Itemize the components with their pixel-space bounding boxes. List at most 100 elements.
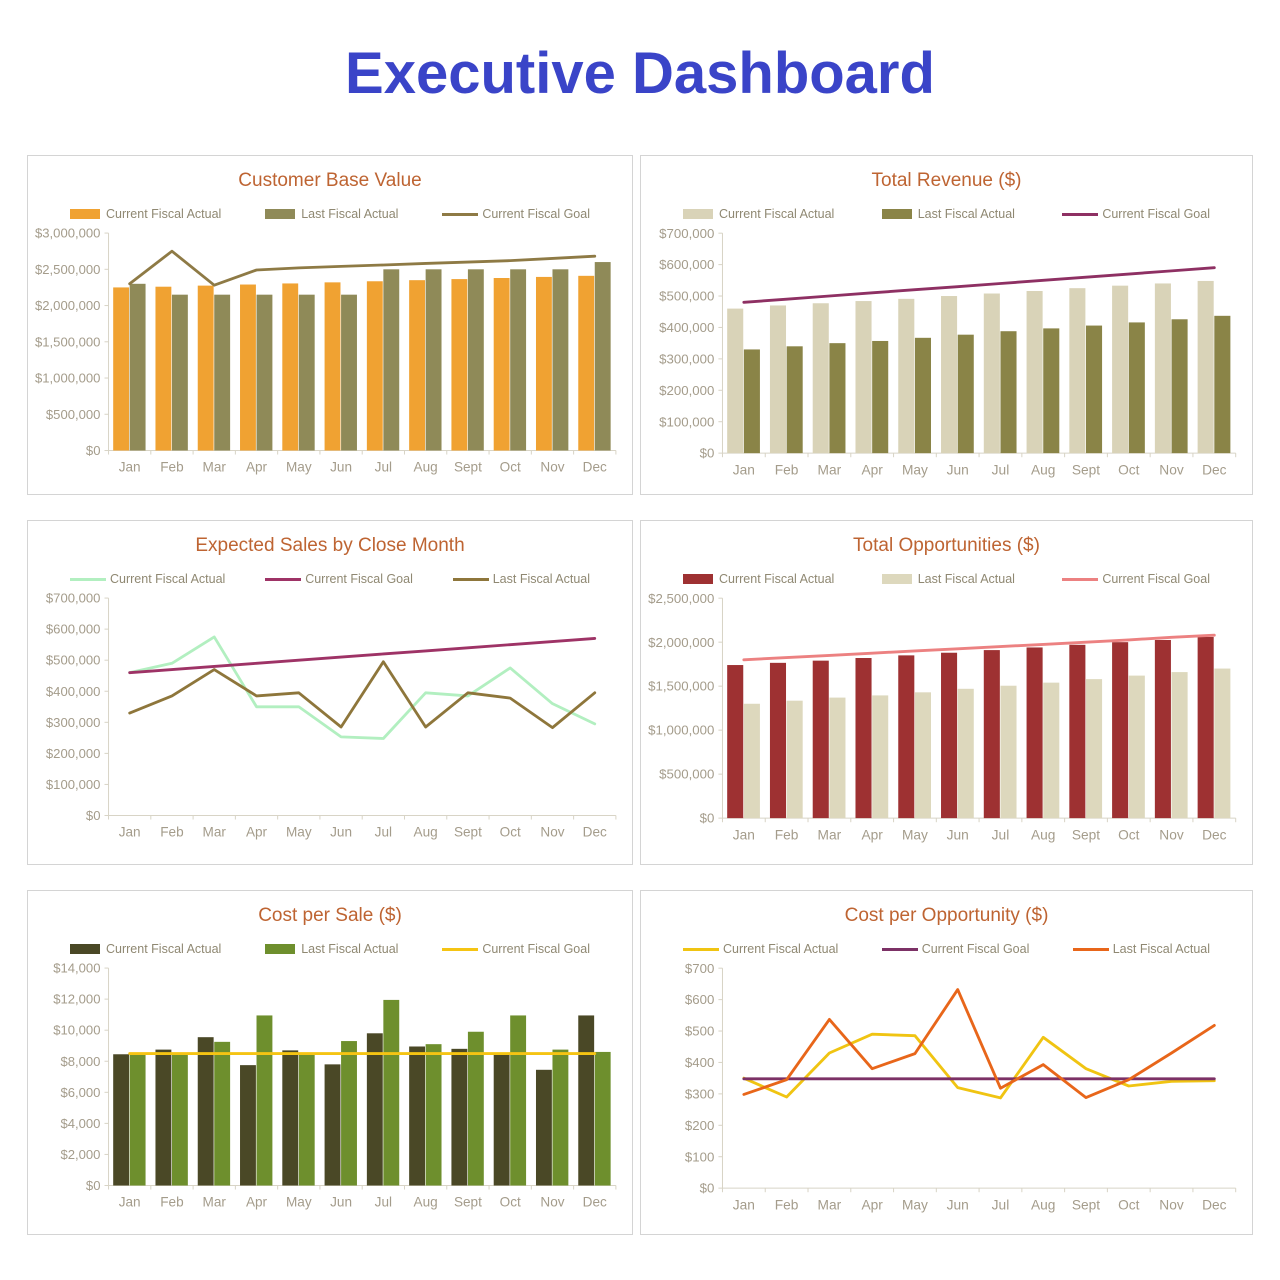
bar-swatch-icon [70, 209, 100, 219]
y-tick-label: $3,000,000 [35, 226, 100, 241]
bar [535, 1069, 552, 1186]
legend-label: Last Fiscal Actual [492, 572, 590, 586]
bar [769, 662, 787, 819]
x-tick-label: Sept [1072, 828, 1100, 843]
bar [983, 650, 1000, 819]
chart-canvas: $0 $2,000 $4,000 $6,000 $8,000 $10,000 $12,000… [53, 961, 617, 1210]
bar [298, 294, 315, 451]
bar [324, 1064, 341, 1186]
x-tick-label: Oct [500, 825, 521, 840]
bar [256, 1015, 273, 1186]
y-tick-label: $6,000 [60, 1085, 100, 1100]
bar [214, 294, 231, 451]
bar [282, 283, 299, 451]
y-tick-label: $0 [86, 1178, 101, 1193]
chart-title: Cost per Sale ($) [258, 905, 402, 926]
legend-item-current-fiscal-actual: Current Fiscal Actual [683, 207, 834, 221]
y-tick-label: $1,000,000 [648, 723, 714, 738]
bar [256, 294, 273, 451]
dashboard-grid: Customer Base Value Current Fiscal Actua… [27, 155, 1253, 1235]
bar [1086, 679, 1103, 819]
x-tick-label: Jan [733, 828, 755, 843]
bar [1112, 642, 1129, 819]
legend-item-current-fiscal-actual: Current Fiscal Actual [70, 942, 221, 956]
x-tick-label: Jan [733, 463, 755, 478]
bar [1000, 685, 1017, 819]
y-tick-label: $4,000 [60, 1116, 100, 1131]
bar [743, 703, 760, 819]
bar [957, 688, 974, 819]
legend-label: Current Fiscal Actual [110, 572, 226, 586]
bar-swatch-icon [683, 209, 713, 219]
bar [425, 269, 442, 451]
x-tick-label: May [286, 825, 312, 840]
chart-panel-cost-per-opportunity: Cost per Opportunity ($) Current Fiscal … [640, 890, 1253, 1235]
bar [341, 1041, 357, 1186]
bar-series-last-fiscal-actual [129, 999, 611, 1186]
bar [727, 308, 744, 454]
line-swatch-icon [442, 947, 479, 951]
x-tick-label: Feb [775, 463, 799, 478]
chart-panel-total-opportunities: Total Opportunities ($) Current Fiscal A… [640, 520, 1253, 865]
chart-panel-customer-base-value: Customer Base Value Current Fiscal Actua… [27, 155, 633, 495]
x-tick-label: Aug [414, 460, 438, 475]
chart-canvas: $0 $100,000 $200,000 $300,000 $400,000 $500,0… [46, 591, 617, 840]
bar [171, 1054, 188, 1186]
x-tick-label: Sept [454, 1195, 482, 1210]
bar [409, 1046, 426, 1186]
x-tick-label: Jul [375, 1195, 392, 1210]
chart-panel-expected-sales-by-close-month: Expected Sales by Close Month Current Fi… [27, 520, 633, 865]
page-title: Executive Dashboard [345, 41, 935, 106]
y-tick-label: $600 [685, 992, 714, 1007]
legend-label: Current Fiscal Goal [482, 942, 590, 956]
x-tick-label: May [902, 828, 928, 843]
x-tick-label: Jun [330, 1195, 352, 1210]
x-tick-label: Sept [1072, 463, 1100, 478]
bar-swatch-icon [265, 944, 296, 954]
y-tick-label: $2,000 [60, 1147, 100, 1162]
bar [578, 275, 595, 451]
x-tick-label: Apr [246, 1195, 268, 1210]
y-tick-label: $100,000 [46, 777, 101, 792]
x-tick-label: Apr [246, 825, 268, 840]
bar [467, 1031, 484, 1186]
y-tick-label: $400 [685, 1055, 714, 1070]
bar [578, 1015, 595, 1186]
x-tick-label: Apr [861, 828, 883, 843]
bar [129, 1054, 146, 1186]
bar [552, 269, 569, 451]
y-tick-label: $500,000 [46, 653, 101, 668]
line-swatch-icon [442, 212, 479, 216]
line-series-current-fiscal-goal [128, 637, 597, 675]
x-tick-label: Oct [500, 1195, 521, 1210]
bar-series-current-fiscal-actual [727, 636, 1214, 819]
bar-series-last-fiscal-actual [743, 315, 1231, 454]
bar [1214, 668, 1231, 819]
bar-series-current-fiscal-actual [727, 280, 1214, 454]
line-swatch-icon [70, 577, 106, 581]
x-tick-label: Mar [203, 825, 227, 840]
bar [197, 285, 214, 451]
chart-legend: Current Fiscal Actual Current Fiscal Goal… [641, 942, 1252, 956]
bar [1000, 331, 1017, 454]
line-series-last-fiscal-actual [128, 660, 597, 730]
line-series-last-fiscal-actual [742, 988, 1216, 1100]
legend-label: Last Fiscal Actual [301, 942, 399, 956]
line-swatch-icon [452, 577, 489, 581]
bar [1112, 285, 1129, 454]
bar [1197, 280, 1214, 454]
legend-item-current-fiscal-goal: Current Fiscal Goal [881, 942, 1029, 956]
bar [240, 284, 256, 451]
bar [383, 269, 400, 451]
y-tick-label: $1,500,000 [648, 679, 714, 694]
bar [1128, 322, 1145, 454]
bar [324, 282, 341, 451]
y-tick-label: $12,000 [53, 992, 100, 1007]
x-tick-label: Feb [775, 1198, 799, 1213]
y-tick-label: $0 [700, 811, 715, 826]
chart-title: Expected Sales by Close Month [195, 535, 465, 556]
bar [1154, 639, 1171, 819]
x-tick-label: Dec [583, 1195, 607, 1210]
bar [855, 301, 872, 454]
bar [957, 334, 974, 454]
